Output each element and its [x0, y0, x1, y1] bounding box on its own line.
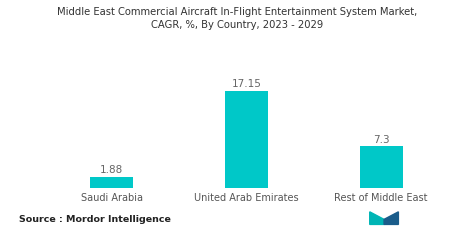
Bar [225, 90, 268, 188]
Text: 17.15: 17.15 [231, 79, 262, 89]
Text: 7.3: 7.3 [373, 135, 389, 145]
Bar [91, 177, 134, 188]
Bar [359, 146, 402, 188]
Text: Middle East Commercial Aircraft In-Flight Entertainment System Market,
CAGR, %, : Middle East Commercial Aircraft In-Fligh… [57, 7, 417, 30]
Text: Source : Mordor Intelligence: Source : Mordor Intelligence [19, 215, 171, 224]
Text: 1.88: 1.88 [100, 165, 124, 175]
